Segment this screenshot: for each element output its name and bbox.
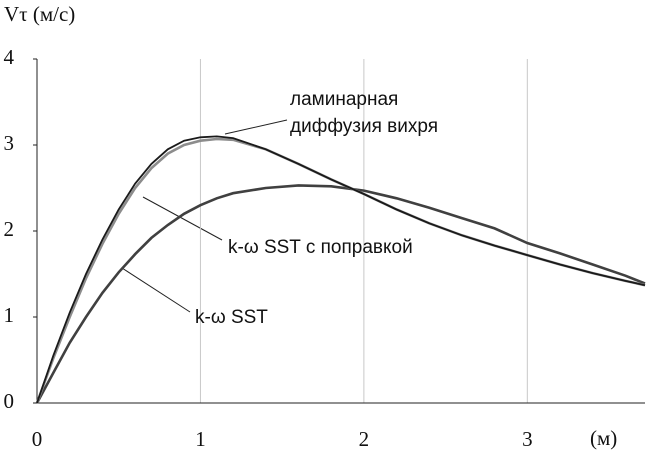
leader-line (224, 119, 288, 135)
series-line (36, 135, 646, 404)
y-axis-title: Vτ (м/с) (4, 2, 75, 26)
y-tick-label: 1 (4, 303, 15, 327)
series-label: диффузия вихря (290, 116, 438, 137)
y-tick-label: 0 (4, 389, 15, 413)
series-label: k-ω SST с поправкой (228, 237, 413, 258)
y-tick-label: 2 (4, 217, 15, 241)
x-axis-title: (м) (590, 426, 617, 450)
y-tick-label: 4 (4, 45, 15, 69)
x-tick-label: 2 (359, 427, 370, 451)
series-label: ламинарная (290, 89, 398, 110)
x-tick-label: 0 (32, 427, 43, 451)
x-tick-label: 3 (522, 427, 533, 451)
series-line (35, 137, 646, 404)
series-line (35, 184, 646, 404)
x-tick-label: 1 (195, 427, 206, 451)
y-tick-label: 3 (4, 131, 15, 155)
leader-lines (121, 119, 288, 313)
leader-line (142, 196, 223, 241)
leader-line (121, 267, 191, 313)
series-label: k-ω SST (195, 307, 268, 328)
